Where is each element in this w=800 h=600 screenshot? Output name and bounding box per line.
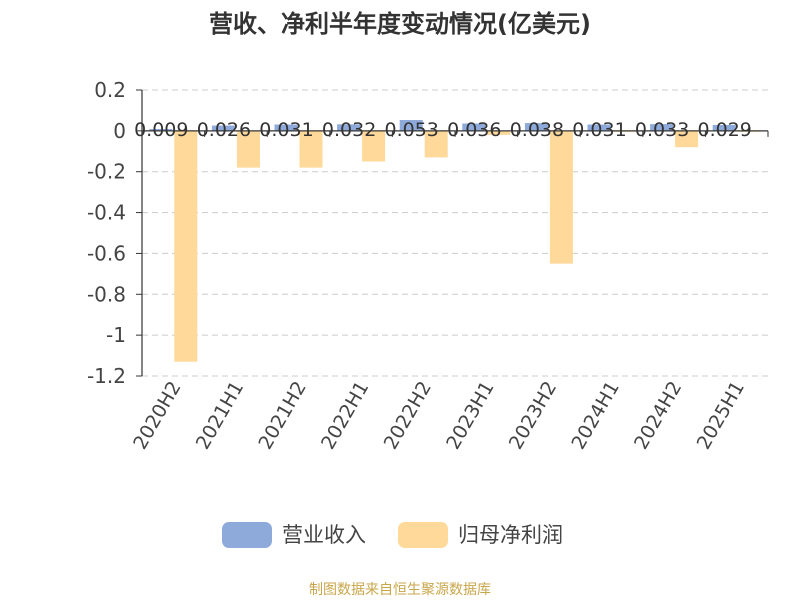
y-tick-label: 0.2 [94,78,126,102]
bar-net-profit [299,130,323,168]
bar-revenue [399,120,423,131]
legend: 营业收入 归母净利润 [222,522,563,548]
data-label-revenue: 0.009 [134,119,188,141]
x-tick-label: 2024H2 [630,378,686,454]
bar-net-profit [675,130,699,148]
data-label-revenue: 0.031 [572,119,626,141]
bar-revenue [149,129,173,131]
bar-revenue [524,123,548,131]
legend-swatch [222,522,272,548]
legend-item: 营业收入 [222,522,366,548]
bar-revenue [211,125,235,131]
data-label-revenue: 0.038 [510,119,564,141]
bar-revenue [587,124,611,131]
bar-revenue [650,124,674,131]
data-label-revenue: 0.033 [635,119,689,141]
x-tick-label: 2021H1 [192,378,248,454]
bars-revenue [149,120,736,131]
bar-revenue [274,124,298,131]
grid-lines [142,89,768,377]
x-tick-label: 2022H1 [317,378,373,454]
y-tick-label: -0.8 [87,282,126,306]
data-label-revenue: 0.032 [322,119,376,141]
x-tick-label: 2023H2 [505,378,561,454]
bar-revenue [337,124,361,131]
legend-label: 营业收入 [282,523,366,547]
y-axis-ticks: 0.2 0 -0.2 -0.4 -0.6 -0.8 -1 -1.2 [87,78,126,388]
y-tick-label: -0.6 [87,241,126,265]
x-tick-label: 2022H2 [380,378,436,454]
bar-revenue [462,123,486,131]
data-label-revenue: 0.026 [197,119,251,141]
axes [136,89,769,377]
x-tick-label: 2020H2 [129,378,185,454]
data-label-revenue: 0.053 [384,119,438,141]
bar-net-profit [424,130,448,158]
y-tick-label: 0 [113,119,126,143]
bars-net-profit [174,130,761,362]
x-tick-label: 2025H1 [693,378,749,454]
y-tick-label: -1.2 [87,364,126,388]
y-tick-label: -0.2 [87,160,126,184]
x-tick-label: 2023H1 [442,378,498,454]
legend-label: 归母净利润 [458,523,563,547]
legend-item: 归母净利润 [398,522,563,548]
x-tick-label: 2024H1 [567,378,623,454]
y-tick-label: -0.4 [87,201,126,225]
data-label-revenue: 0.031 [259,119,313,141]
bar-net-profit [487,130,511,135]
bar-net-profit [236,130,260,168]
y-tick-label: -1 [106,323,126,347]
data-label-revenue: 0.036 [447,119,501,141]
bar-net-profit [549,130,573,264]
legend-swatch [398,522,448,548]
x-tick-label: 2021H2 [254,378,310,454]
data-label-revenue: 0.029 [697,119,751,141]
bar-net-profit [174,130,198,362]
bar-net-profit [362,130,386,162]
x-axis-ticks: 2020H2 2021H1 2021H2 2022H1 2022H2 2023H1 2023… [129,378,749,454]
source-note: 制图数据来自恒生聚源数据库 [309,582,491,598]
data-labels: 0.009 0.026 0.031 0.032 0.053 0.036 0.038 0.031… [134,119,752,141]
chart-title: 营收、净利半年度变动情况(亿美元) [209,10,591,38]
bar-revenue [712,124,736,131]
